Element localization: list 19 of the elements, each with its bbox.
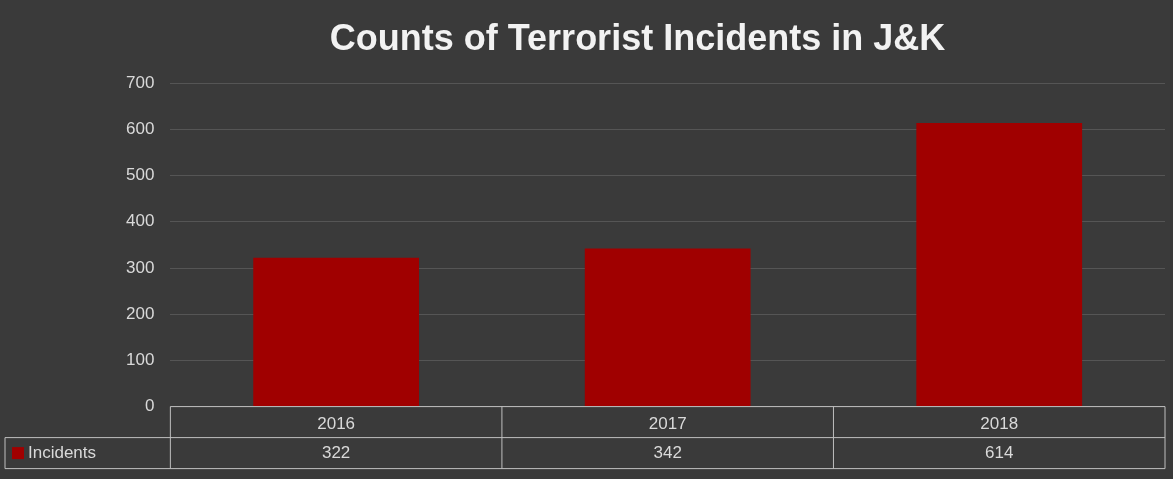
legend-label: Incidents <box>28 442 97 462</box>
x-tick-label: 2017 <box>648 414 687 434</box>
data-label: 322 <box>321 442 351 462</box>
y-tick-label: 0 <box>144 396 155 416</box>
x-tick-label: 2018 <box>980 414 1019 434</box>
bar <box>916 122 1083 407</box>
chart-title: Counts of Terrorist Incidents in J&K <box>329 16 946 58</box>
y-tick-label: 600 <box>125 119 155 139</box>
y-tick-label: 300 <box>125 257 155 277</box>
y-tick-label: 200 <box>125 303 155 323</box>
x-tick-label: 2016 <box>317 414 356 434</box>
y-tick-label: 100 <box>125 350 155 370</box>
bar <box>253 257 420 407</box>
data-label: 342 <box>653 442 682 462</box>
data-label: 614 <box>985 442 1014 462</box>
y-tick-label: 400 <box>125 211 155 231</box>
y-tick-label: 700 <box>125 72 155 92</box>
y-tick-label: 500 <box>125 165 155 185</box>
bar <box>584 248 751 407</box>
